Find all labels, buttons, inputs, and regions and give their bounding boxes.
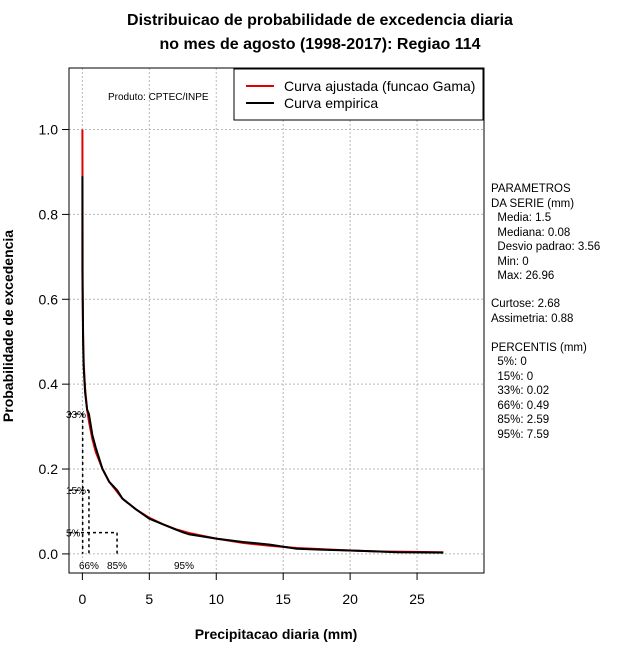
percentile-ylabel-0: 33%	[66, 410, 86, 421]
y-tick-label-3: 0.6	[39, 291, 59, 307]
y-tick-label-5: 1.0	[39, 122, 59, 138]
stats-min: Min: 0	[491, 256, 529, 268]
x-tick-label-2: 10	[208, 591, 224, 607]
x-tick-label-0: 0	[78, 591, 86, 607]
stats-desvio: Desvio padrao: 3.56	[491, 241, 601, 253]
percentile-xlabel-3: 95%	[174, 561, 194, 572]
percentil-33: 33%: 0.02	[491, 385, 550, 397]
percentile-xlabel-1: 66%	[79, 561, 99, 572]
x-tick-label-3: 15	[275, 591, 291, 607]
y-tick-label-0: 0.0	[39, 546, 59, 562]
stats-curtose: Curtose: 2.68	[491, 298, 561, 310]
series-line-empirical	[81, 176, 444, 554]
percentile-ylabel-1: 15%	[66, 486, 86, 497]
legend-label-empirical: Curva empirica	[284, 95, 378, 111]
percentile-ylabel-2: 5%	[66, 529, 81, 540]
product-label: Produto: CPTEC/INPE	[108, 92, 209, 103]
percentil-85: 85%: 2.59	[491, 414, 550, 426]
percentil-15: 15%: 0	[491, 371, 534, 383]
legend-label-fitted: Curva ajustada (funcao Gama)	[284, 78, 475, 94]
stats-assimetria: Assimetria: 0.88	[491, 313, 574, 325]
percentil-95: 95%: 7.59	[491, 429, 550, 441]
stats-media: Media: 1.5	[491, 212, 552, 224]
x-tick-label-5: 25	[409, 591, 425, 607]
y-tick-label-4: 0.8	[39, 206, 59, 222]
stats-mediana: Mediana: 0.08	[491, 227, 571, 239]
y-axis-label: Probabilidade de excedencia	[0, 230, 16, 422]
x-axis-label: Precipitacao diaria (mm)	[195, 626, 358, 642]
y-tick-label-1: 0.2	[39, 461, 59, 477]
plot-frame	[68, 67, 485, 574]
x-tick-label-1: 5	[145, 591, 153, 607]
x-tick-label-4: 20	[342, 591, 358, 607]
legend-box	[233, 68, 484, 121]
series-line-fitted-gamma	[81, 129, 444, 554]
percentile-xlabel-2: 85%	[107, 561, 127, 572]
legend: Curva ajustada (funcao Gama) Curva empir…	[233, 68, 484, 121]
y-tick-label-2: 0.4	[39, 376, 59, 392]
stats-header1: PARAMETROS	[491, 183, 571, 195]
stats-header2: DA SERIE (mm)	[491, 198, 575, 210]
chart-title-line1: Distribuicao de probabilidade de exceden…	[127, 12, 513, 29]
percentis-header: PERCENTIS (mm)	[491, 342, 587, 354]
chart-title-line2: no mes de agosto (1998-2017): Regiao 114	[159, 36, 481, 53]
percentil-66: 66%: 0.49	[491, 400, 550, 412]
stats-max: Max: 26.96	[491, 270, 555, 282]
percentil-5: 5%: 0	[491, 356, 527, 368]
